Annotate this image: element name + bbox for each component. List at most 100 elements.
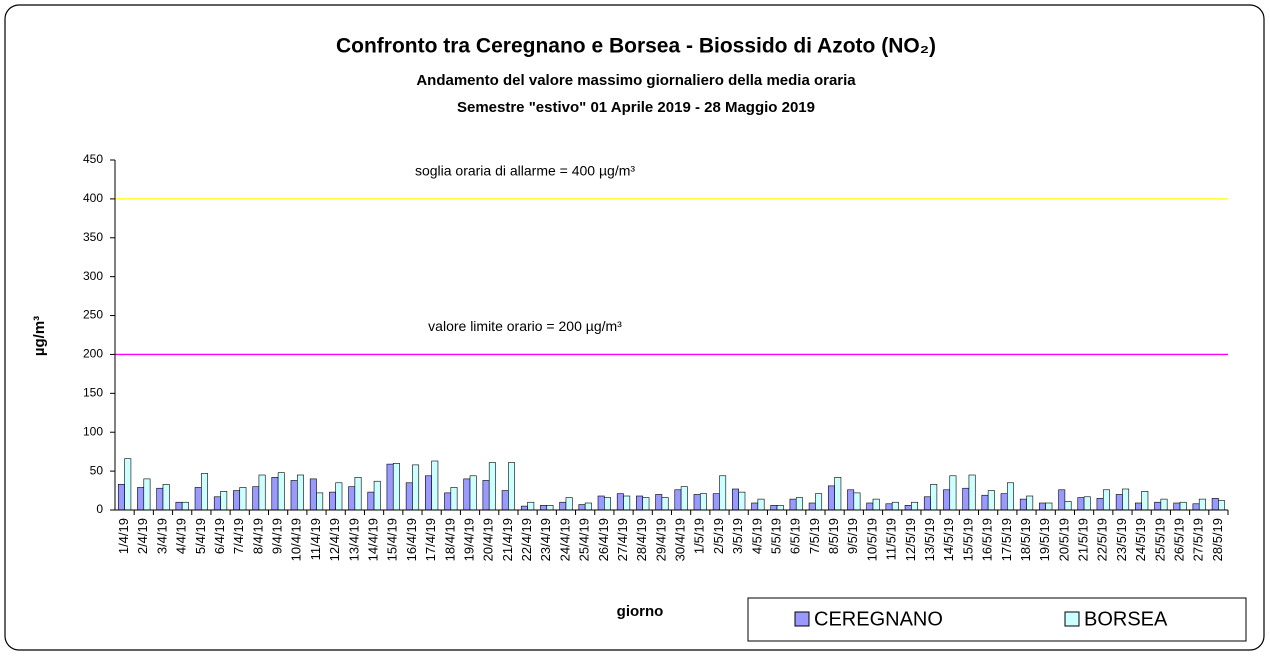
x-tick-label: 15/5/19 bbox=[960, 518, 975, 561]
x-tick-label: 1/4/19 bbox=[116, 518, 131, 554]
x-tick-label: 4/5/19 bbox=[749, 518, 764, 554]
y-tick-label: 0 bbox=[96, 502, 103, 516]
bar bbox=[962, 487, 970, 511]
bar bbox=[1102, 489, 1110, 511]
x-tick-label: 4/4/19 bbox=[174, 518, 189, 554]
bar bbox=[1039, 502, 1046, 511]
x-tick-label: 26/4/19 bbox=[596, 518, 611, 561]
x-tick-label: 22/5/19 bbox=[1095, 518, 1110, 561]
bar bbox=[1211, 498, 1219, 511]
x-tick-label: 6/4/19 bbox=[212, 518, 227, 554]
bar bbox=[213, 496, 221, 511]
bar bbox=[1026, 495, 1034, 511]
chart-border bbox=[4, 4, 1265, 651]
x-tick-label: 17/4/19 bbox=[423, 518, 438, 561]
bar bbox=[732, 488, 739, 511]
x-tick-label: 9/4/19 bbox=[270, 518, 285, 554]
bar bbox=[220, 491, 228, 511]
bar bbox=[904, 505, 912, 511]
bar bbox=[424, 475, 432, 511]
x-tick-label: 18/4/19 bbox=[442, 518, 457, 561]
x-tick-label: 23/5/19 bbox=[1114, 518, 1129, 561]
bar bbox=[386, 463, 394, 511]
bar bbox=[923, 496, 931, 511]
chart-title: Confronto tra Ceregnano e Borsea - Bioss… bbox=[336, 35, 936, 58]
legend-swatch bbox=[794, 611, 810, 627]
y-tick-label: 350 bbox=[83, 230, 103, 244]
bar bbox=[968, 474, 976, 511]
bar bbox=[1192, 503, 1200, 511]
x-tick-label: 6/5/19 bbox=[788, 518, 803, 554]
threshold-label: valore limite orario = 200 µg/m³ bbox=[428, 318, 622, 334]
x-tick-label: 13/4/19 bbox=[346, 518, 361, 561]
bar bbox=[508, 462, 516, 511]
bar bbox=[674, 489, 682, 511]
x-tick-label: 3/4/19 bbox=[154, 518, 169, 554]
bar bbox=[271, 477, 279, 511]
x-tick-label: 28/4/19 bbox=[634, 518, 649, 561]
bar bbox=[1141, 491, 1149, 511]
bar bbox=[1198, 498, 1206, 511]
y-tick-label: 100 bbox=[83, 424, 103, 438]
x-tick-label: 18/5/19 bbox=[1018, 518, 1033, 561]
bar bbox=[239, 487, 247, 511]
x-tick-label: 8/5/19 bbox=[826, 518, 841, 554]
x-tick-label: 10/5/19 bbox=[864, 518, 879, 561]
x-tick-label: 5/4/19 bbox=[193, 518, 208, 554]
y-tick-label: 250 bbox=[83, 308, 103, 322]
bar bbox=[616, 493, 624, 511]
x-tick-label: 2/4/19 bbox=[135, 518, 150, 554]
bar bbox=[642, 497, 650, 511]
x-tick-label: 7/4/19 bbox=[231, 518, 246, 554]
bar bbox=[719, 475, 727, 511]
bar bbox=[1064, 501, 1072, 511]
bar bbox=[1045, 502, 1053, 511]
x-tick-label: 30/4/19 bbox=[673, 518, 688, 561]
bar bbox=[680, 486, 688, 511]
y-tick-label: 400 bbox=[83, 191, 103, 205]
x-tick-label: 20/5/19 bbox=[1056, 518, 1071, 561]
x-tick-label: 25/5/19 bbox=[1152, 518, 1167, 561]
x-tick-label: 15/4/19 bbox=[385, 518, 400, 561]
x-tick-label: 21/4/19 bbox=[500, 518, 515, 561]
bar bbox=[501, 490, 509, 511]
bar bbox=[1218, 500, 1226, 511]
x-tick-label: 8/4/19 bbox=[250, 518, 265, 554]
x-tick-label: 11/4/19 bbox=[308, 518, 323, 560]
bar bbox=[808, 502, 816, 511]
bar bbox=[392, 463, 400, 511]
x-tick-label: 27/4/19 bbox=[615, 518, 630, 561]
x-tick-label: 14/5/19 bbox=[941, 518, 956, 561]
bar bbox=[776, 505, 784, 511]
bar bbox=[194, 487, 202, 511]
bar bbox=[559, 501, 567, 511]
bar bbox=[949, 475, 957, 511]
bar bbox=[834, 477, 842, 511]
bar bbox=[987, 490, 995, 511]
x-tick-label: 12/4/19 bbox=[327, 518, 342, 561]
bar bbox=[469, 475, 477, 511]
x-tick-label: 22/4/19 bbox=[519, 518, 534, 561]
bar bbox=[891, 501, 899, 511]
y-tick-label: 450 bbox=[83, 152, 103, 166]
bar bbox=[795, 497, 803, 511]
threshold-label: soglia oraria di allarme = 400 µg/m³ bbox=[415, 163, 635, 179]
bar bbox=[623, 495, 631, 511]
x-tick-label: 19/5/19 bbox=[1037, 518, 1052, 561]
bar bbox=[866, 502, 874, 511]
bar bbox=[584, 502, 592, 511]
bar bbox=[297, 474, 304, 511]
bar bbox=[827, 485, 835, 511]
bar bbox=[1083, 496, 1091, 511]
x-tick-label: 16/5/19 bbox=[980, 518, 995, 561]
chart-subtitle: Semestre "estivo" 01 Aprile 2019 - 28 Ma… bbox=[457, 99, 815, 116]
bar bbox=[252, 486, 260, 511]
bar bbox=[847, 489, 855, 511]
bar bbox=[354, 477, 362, 511]
x-tick-label: 13/5/19 bbox=[922, 518, 937, 561]
bar bbox=[156, 487, 164, 511]
x-tick-label: 9/5/19 bbox=[845, 518, 860, 554]
x-tick-label: 11/5/19 bbox=[884, 518, 899, 560]
bar bbox=[482, 480, 490, 511]
